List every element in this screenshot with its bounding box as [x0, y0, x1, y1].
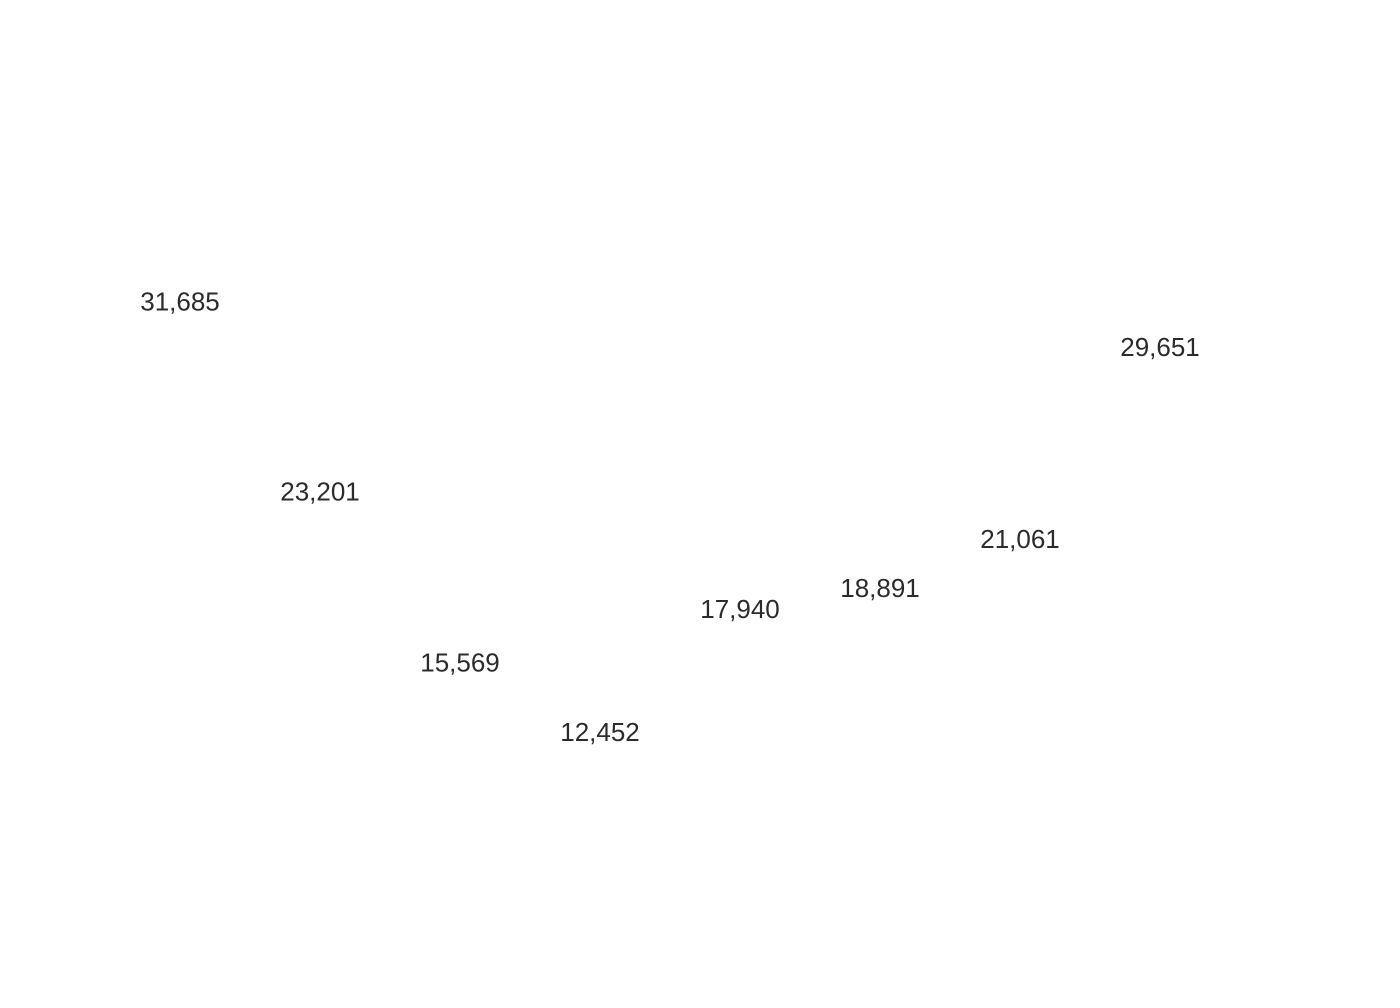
data-label-6: 18,891	[840, 573, 920, 603]
data-label-7: 21,061	[980, 524, 1060, 554]
data-labels-group: 31,685 23,201 15,569 12,452 17,940 18,891 21,0…	[140, 286, 1200, 747]
data-label-5: 17,940	[700, 594, 780, 624]
data-label-1: 31,685	[140, 286, 220, 316]
data-label-2: 23,201	[280, 476, 360, 506]
data-label-3: 15,569	[420, 647, 500, 677]
data-label-4: 12,452	[560, 717, 640, 747]
data-label-8: 29,651	[1120, 332, 1200, 362]
